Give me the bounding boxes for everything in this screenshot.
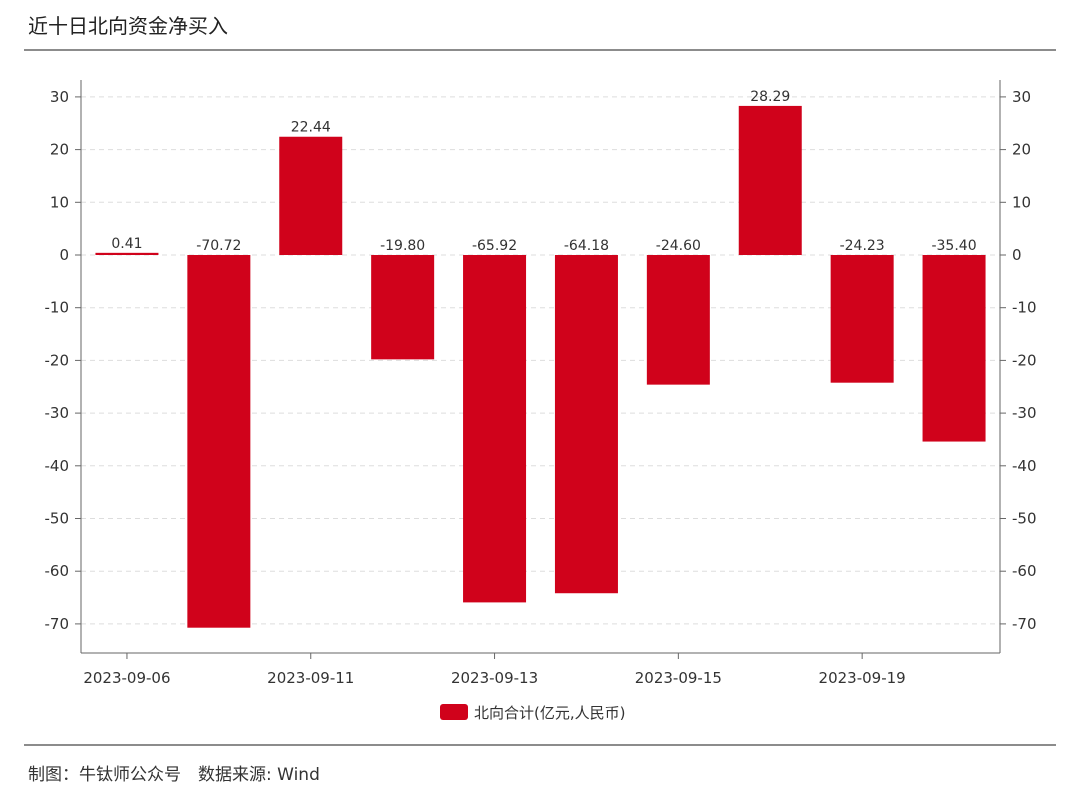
data-label: -65.92 [472,238,517,254]
y-tick-label-right: -70 [1012,615,1037,633]
y-tick-label-right: 10 [1012,193,1031,211]
data-labels: 0.41 -70.72 22.44 -19.80 -65.92 -64.18 -24.60 2… [111,89,976,254]
y-tick-label-right: -60 [1012,562,1037,580]
y-tick-label-left: 30 [50,88,69,106]
y-tick-label-right: -20 [1012,351,1037,369]
y-tick-label-right: -40 [1012,457,1037,475]
y-tick-label-left: 10 [50,193,69,211]
legend-swatch [440,704,468,720]
chart-title: 近十日北向资金净买入 [28,14,228,38]
bar-2023-09-13 [463,255,527,603]
x-tick-label: 2023-09-13 [451,669,538,687]
y-tick-label-left: -30 [45,404,70,422]
title-divider [24,49,1056,51]
bar-2023-09-15 [646,255,710,385]
bar-2023-09-12 [371,255,435,360]
y-tick-label-right: 30 [1012,88,1031,106]
x-tick-label: 2023-09-19 [819,669,906,687]
data-label: 22.44 [291,120,331,136]
bar-2023-09-20 [922,255,986,442]
y-tick-label-right: -50 [1012,510,1037,528]
y-tick-label-right: 20 [1012,141,1031,159]
data-label: -24.23 [840,238,885,254]
bar-2023-09-19 [830,255,894,383]
x-tick-label: 2023-09-15 [635,669,722,687]
y-tick-label-left: -50 [45,510,70,528]
axes: 30 30 20 20 10 10 0 0 -10 -10 -20 -20 -30 -30 -40 -40 -5… [45,80,1037,687]
data-label: 0.41 [111,236,142,252]
bar-2023-09-07 [187,255,251,628]
y-tick-label-right: 0 [1012,246,1022,264]
y-tick-label-left: -20 [45,351,70,369]
footer-divider [24,744,1056,746]
bar-chart: 30 30 20 20 10 10 0 0 -10 -10 -20 -20 -30 -30 -40 -40 -5… [45,80,1037,722]
bar-2023-09-14 [554,255,618,594]
x-tick-label: 2023-09-11 [267,669,354,687]
bar-2023-09-18 [738,105,802,255]
footer-source: 制图：牛钛师公众号 数据来源: Wind [28,765,320,785]
data-label: 28.29 [750,89,790,105]
y-tick-label-right: -10 [1012,299,1037,317]
bar-2023-09-11 [279,136,343,255]
y-tick-label-left: -60 [45,562,70,580]
y-tick-label-left: -70 [45,615,70,633]
bar-2023-09-06 [95,252,159,255]
legend: 北向合计(亿元,人民币) [440,704,625,722]
y-tick-label-left: 20 [50,141,69,159]
data-label: -70.72 [196,238,241,254]
data-label: -19.80 [380,238,425,254]
y-tick-label-left: 0 [59,246,69,264]
x-tick-label: 2023-09-06 [83,669,170,687]
bars [95,105,986,628]
y-tick-label-right: -30 [1012,404,1037,422]
y-tick-label-left: -10 [45,299,70,317]
legend-label: 北向合计(亿元,人民币) [474,704,625,722]
data-label: -35.40 [931,238,976,254]
data-label: -24.60 [656,238,701,254]
data-label: -64.18 [564,238,609,254]
y-tick-label-left: -40 [45,457,70,475]
